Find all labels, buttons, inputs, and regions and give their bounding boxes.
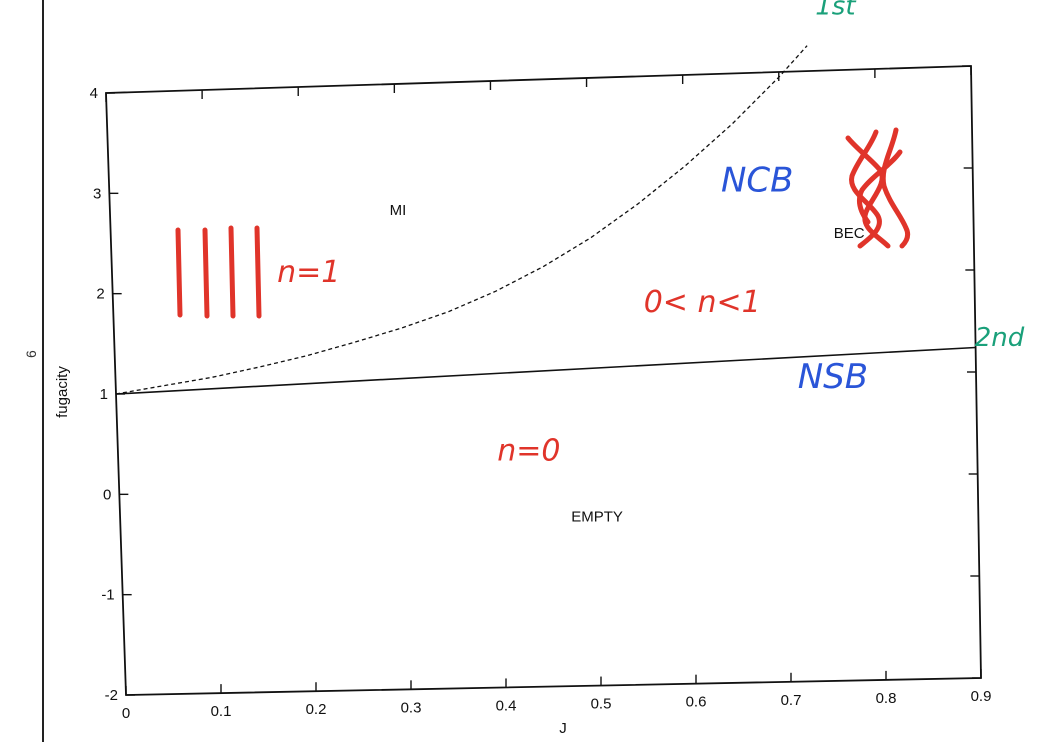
- y-axis-label: fugacity: [54, 366, 71, 418]
- handwritten-annotation: 1st: [815, 0, 856, 21]
- worldline-stroke: [175, 227, 183, 318]
- side-page-mark: 6: [23, 350, 39, 358]
- x-tick-label: 0.9: [971, 688, 992, 705]
- handwritten-annotation: 2nd: [975, 323, 1025, 353]
- series-layer: [115, 45, 976, 395]
- handwritten-annotation: n=1: [277, 255, 340, 290]
- y-tick-label: 1: [100, 386, 108, 403]
- region-label: BEC: [834, 225, 865, 242]
- x-tick-label: 0.1: [211, 703, 232, 720]
- x-tick-label: 0.6: [686, 694, 707, 711]
- x-tick-label: 0.2: [306, 701, 327, 718]
- handwritten-annotation: 0< n<1: [644, 285, 761, 320]
- x-tick-label: 0.4: [496, 697, 517, 714]
- x-axis-label: J: [559, 720, 567, 737]
- y-tick-label: -1: [101, 587, 114, 604]
- handwritten-annotation: NCB: [721, 161, 794, 201]
- braid-strand: [857, 149, 903, 225]
- worldline-stroke: [202, 227, 210, 319]
- handwritten-annotation: n=0: [497, 433, 560, 468]
- y-tick-label: 3: [93, 185, 101, 202]
- mott-worldlines-drawing: [175, 225, 262, 319]
- y-tick-labels: -2 -1 0 1 2 3 4: [90, 85, 118, 704]
- region-label: EMPTY: [571, 509, 623, 526]
- y-tick-label: -2: [105, 687, 118, 704]
- y-tick-label: 0: [103, 486, 111, 503]
- region-labels: MI BEC EMPTY: [390, 202, 865, 525]
- x-tick-label: 0.3: [401, 699, 422, 716]
- handwritten-annotations: 1st 2nd NCB NSB n=1 0< n<1 n=0: [277, 0, 1025, 468]
- x-tick-label: 0.5: [591, 696, 612, 713]
- x-tick-label: 0.8: [876, 690, 897, 707]
- worldline-stroke: [254, 225, 262, 319]
- first-order-transition-line: [115, 45, 808, 395]
- y-tick-label: 2: [96, 286, 104, 303]
- handwritten-annotation: NSB: [798, 357, 868, 397]
- second-order-transition-line: [115, 346, 976, 395]
- x-tick-labels: 0 0.1 0.2 0.3 0.4 0.5 0.6 0.7 0.8 0.9: [122, 688, 992, 722]
- braid-strand: [880, 127, 911, 249]
- x-tick-label: 0.7: [781, 692, 802, 709]
- worldline-stroke: [228, 225, 236, 319]
- braided-worldlines-drawing: [845, 127, 911, 249]
- x-tick-label: 0: [122, 705, 130, 722]
- y-tick-label: 4: [90, 85, 98, 102]
- region-label: MI: [390, 202, 407, 219]
